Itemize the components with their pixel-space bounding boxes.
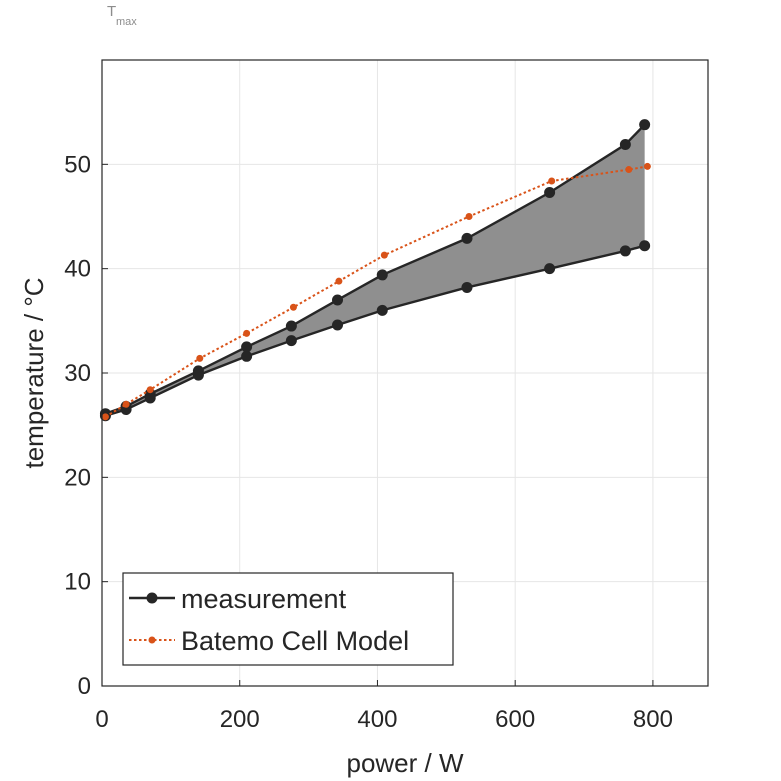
series-1-point — [285, 335, 297, 347]
y-tick-label: 30 — [64, 360, 91, 387]
series-0-point — [285, 320, 297, 332]
series-0-point — [241, 341, 253, 353]
series-0-point — [376, 269, 388, 281]
series-0-point — [461, 232, 473, 244]
series-2-point — [643, 162, 651, 170]
chart-title-subscript: max — [116, 16, 137, 28]
series-1-point — [241, 350, 253, 362]
series-1-point — [461, 281, 473, 293]
x-tick-label: 0 — [95, 706, 108, 733]
series-layer — [99, 119, 651, 422]
y-tick-label: 20 — [64, 464, 91, 491]
y-tick-label: 0 — [78, 673, 91, 700]
series-0-point — [332, 294, 344, 306]
series-1-point — [144, 392, 156, 404]
series-2-point — [625, 166, 633, 174]
series-2-point — [146, 386, 154, 394]
series-0-point — [619, 139, 631, 151]
x-tick-label: 800 — [633, 706, 673, 733]
series-0-point — [639, 119, 651, 131]
measurement-band — [105, 124, 645, 416]
series-0-point — [544, 187, 556, 199]
series-1-point — [544, 263, 556, 275]
x-tick-label: 400 — [357, 706, 397, 733]
legend-measurement-marker — [146, 592, 158, 604]
y-axis-label: temperature / °C — [19, 277, 49, 468]
legend: measurement Batemo Cell Model — [122, 572, 454, 666]
series-2-point — [380, 251, 388, 259]
series-1-point — [619, 245, 631, 257]
series-2-point — [548, 177, 556, 185]
series-2-point — [196, 354, 204, 362]
grid-lines — [102, 60, 708, 686]
series-1-point — [376, 304, 388, 316]
series-2-point — [101, 413, 109, 421]
series-2-point — [243, 329, 251, 337]
y-tick-label: 50 — [64, 151, 91, 178]
chart-title: T — [107, 3, 116, 20]
x-axis-label: power / W — [346, 748, 463, 778]
series-1-point — [332, 319, 344, 331]
y-tick-label: 40 — [64, 256, 91, 283]
y-tick-label: 10 — [64, 569, 91, 596]
series-1-point — [192, 369, 204, 381]
series-2-point — [465, 213, 473, 220]
legend-box — [122, 572, 454, 666]
axis-ticks: 0 200 400 600 800 0 10 20 30 40 50 — [64, 151, 673, 733]
x-tick-label: 200 — [220, 706, 260, 733]
series-2-point — [335, 277, 343, 285]
series-2-point — [122, 400, 130, 408]
series-1-point — [639, 240, 651, 252]
x-tick-label: 600 — [495, 706, 535, 733]
legend-batemo-marker — [148, 636, 156, 644]
series-2-point — [289, 303, 297, 311]
legend-measurement-label: measurement — [181, 584, 347, 614]
legend-batemo-label: Batemo Cell Model — [181, 626, 409, 656]
